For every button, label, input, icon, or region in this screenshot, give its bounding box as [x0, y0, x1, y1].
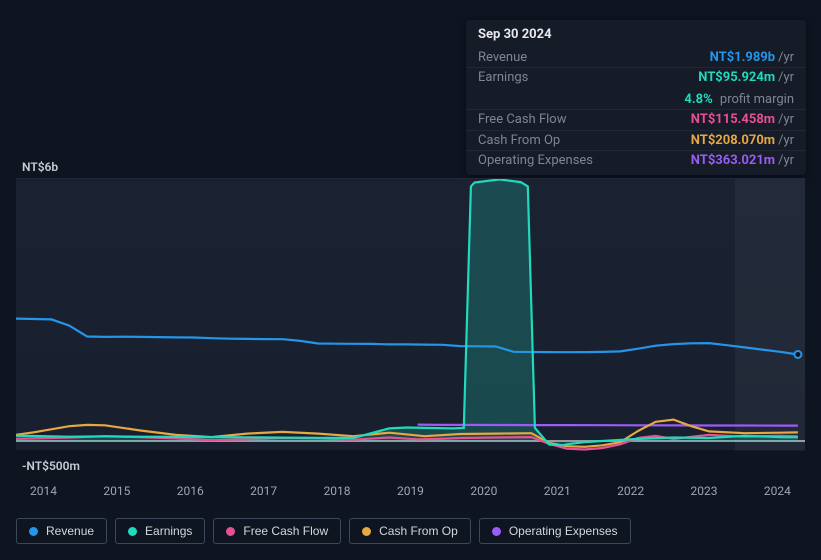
legend-item-opex[interactable]: Operating Expenses — [479, 518, 631, 544]
x-axis-tick: 2023 — [691, 484, 718, 498]
tooltip-row-label: Free Cash Flow — [478, 111, 566, 129]
tooltip-row: Operating Expenses NT$363.021m/yr — [466, 151, 806, 173]
tooltip-row-value: NT$115.458m/yr — [691, 111, 794, 129]
tooltip-row: Free Cash Flow NT$115.458m/yr — [466, 110, 806, 131]
tooltip-row-label: Operating Expenses — [478, 152, 593, 170]
tooltip-row-label: Revenue — [478, 49, 527, 67]
x-axis: 2014 2015 2016 2017 2018 2019 2020 2021 2022 2023… — [30, 484, 791, 498]
legend-item-cfo[interactable]: Cash From Op — [349, 518, 471, 544]
legend-label: Free Cash Flow — [243, 524, 328, 538]
revenue-end-marker — [794, 351, 801, 358]
tooltip-row-value: NT$363.021m/yr — [691, 152, 794, 170]
tooltip-row-label: Earnings — [478, 69, 528, 87]
x-axis-tick: 2021 — [544, 484, 571, 498]
legend-item-earnings[interactable]: Earnings — [115, 518, 205, 544]
tooltip-date: Sep 30 2024 — [466, 26, 806, 48]
tooltip-margin-label: profit margin — [720, 92, 794, 107]
legend-label: Earnings — [145, 524, 192, 538]
legend-dot-icon — [29, 527, 38, 536]
tooltip-row: Revenue NT$1.989b/yr — [466, 48, 806, 69]
x-axis-tick: 2017 — [250, 484, 277, 498]
x-axis-tick: 2018 — [324, 484, 351, 498]
x-axis-tick: 2024 — [764, 484, 791, 498]
tooltip-profit-margin: 4.8% profit margin — [466, 90, 806, 111]
legend-dot-icon — [492, 527, 501, 536]
legend-item-fcf[interactable]: Free Cash Flow — [213, 518, 341, 544]
data-tooltip: Sep 30 2024 Revenue NT$1.989b/yr Earning… — [466, 20, 806, 175]
x-axis-tick: 2016 — [177, 484, 204, 498]
legend-dot-icon — [362, 527, 371, 536]
chart-svg — [16, 179, 805, 451]
revenue-line — [16, 319, 798, 355]
tooltip-row: Cash From Op NT$208.070m/yr — [466, 131, 806, 152]
tooltip-row-value: NT$208.070m/yr — [691, 132, 794, 150]
tooltip-row-label: Cash From Op — [478, 132, 560, 150]
x-axis-tick: 2022 — [617, 484, 644, 498]
chart-container: Sep 30 2024 Revenue NT$1.989b/yr Earning… — [0, 0, 821, 560]
y-axis-label: -NT$500m — [22, 459, 80, 473]
legend: Revenue Earnings Free Cash Flow Cash Fro… — [16, 518, 631, 544]
tooltip-row: Earnings NT$95.924m/yr — [466, 68, 806, 90]
legend-label: Revenue — [46, 524, 94, 538]
legend-item-revenue[interactable]: Revenue — [16, 518, 107, 544]
x-axis-tick: 2015 — [103, 484, 130, 498]
x-axis-tick: 2020 — [470, 484, 497, 498]
tooltip-margin-pct: 4.8% — [684, 92, 712, 107]
earnings-line — [16, 179, 798, 445]
opex-line — [418, 425, 798, 426]
legend-label: Cash From Op — [379, 524, 458, 538]
legend-dot-icon — [226, 527, 235, 536]
legend-label: Operating Expenses — [509, 524, 618, 538]
earnings-area — [16, 179, 798, 445]
x-axis-tick: 2019 — [397, 484, 424, 498]
tooltip-row-value: NT$95.924m/yr — [698, 69, 794, 87]
y-axis-label: NT$6b — [22, 160, 58, 174]
chart-plot-area[interactable] — [16, 178, 805, 450]
tooltip-row-value: NT$1.989b/yr — [710, 49, 794, 67]
x-axis-tick: 2014 — [30, 484, 57, 498]
legend-dot-icon — [128, 527, 137, 536]
